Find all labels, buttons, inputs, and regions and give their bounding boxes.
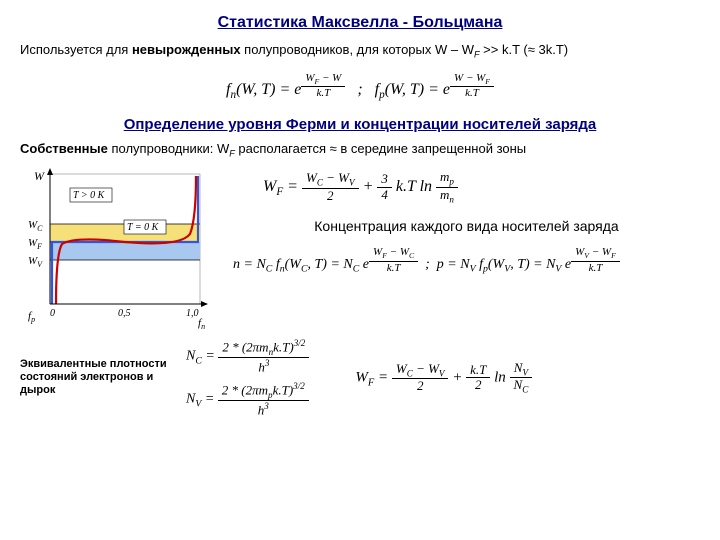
svg-text:WV: WV [28, 255, 43, 269]
page-title: Статистика Максвелла - Больцмана [20, 14, 700, 32]
svg-text:T > 0 K: T > 0 K [73, 190, 106, 201]
svg-text:0: 0 [50, 308, 55, 319]
eq-fn-fp: fn(W, T) = eWF − Wk.T ; fp(W, T) = eW − … [20, 72, 700, 102]
svg-text:0,5: 0,5 [118, 308, 131, 319]
svg-text:fn: fn [198, 317, 205, 329]
fermi-graph: W WC WF WV fp 0 0,5 1,0 fn T > 0 K T = 0… [20, 164, 215, 332]
intro-line: Используется для невырожденных полупрово… [20, 42, 700, 60]
eq-wf-2: WF = WC − WV2 + k.T2 ln NVNC [355, 361, 532, 395]
eq-n-p: n = NC fn(WC, T) = NC eWF − WCk.T ; p = … [233, 246, 700, 275]
caption-concentration: Концентрация каждого вида носителей заря… [233, 218, 700, 234]
line-intrinsic: Собственные полупроводники: WF располага… [20, 141, 700, 159]
svg-text:W: W [34, 169, 45, 183]
svg-text:WF: WF [28, 237, 42, 251]
svg-text:T = 0 K: T = 0 K [127, 222, 160, 233]
section-heading: Определение уровня Ферми и концентрации … [20, 116, 700, 133]
eq-nc-nv: NC = 2 * (2πmnk.T)3/2h3 NV = 2 * (2πmpk.… [186, 338, 309, 417]
ncnv-caption: Эквивалентные плотности состояний электр… [20, 358, 170, 398]
eq-wf: WF = WC − WV2 + 34 k.T ln mpmn [263, 170, 700, 204]
svg-text:WC: WC [28, 219, 43, 233]
svg-text:1,0: 1,0 [186, 308, 199, 319]
svg-text:fp: fp [28, 310, 35, 324]
